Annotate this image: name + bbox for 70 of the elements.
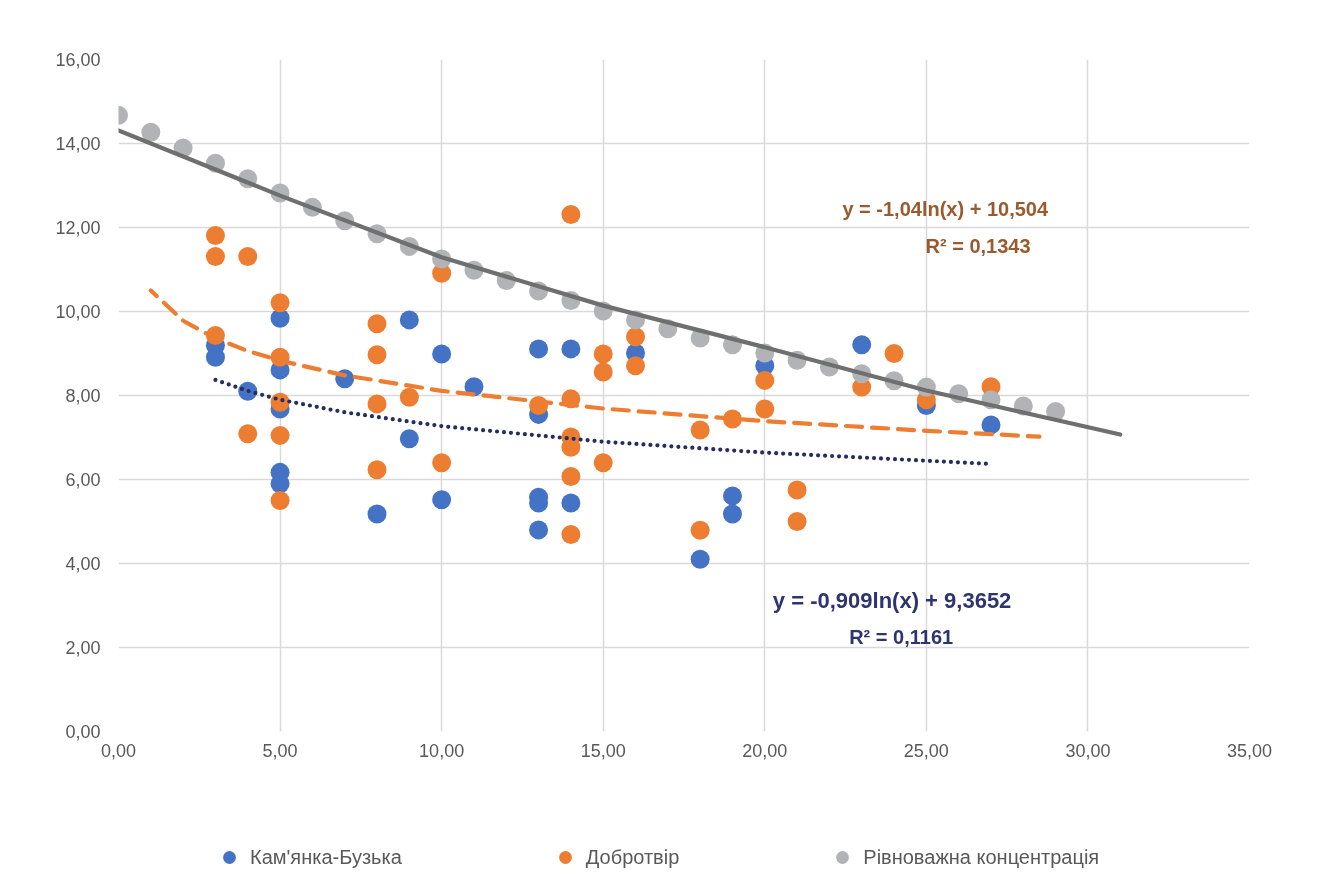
point bbox=[205, 247, 225, 266]
point bbox=[561, 339, 581, 359]
y-tick-label: 0,00 bbox=[65, 722, 101, 742]
point bbox=[981, 415, 1001, 435]
point bbox=[593, 453, 613, 473]
annotation: R² = 0,1343 bbox=[925, 234, 1031, 257]
point bbox=[787, 480, 807, 500]
y-tick-label: 8,00 bbox=[65, 386, 101, 406]
point bbox=[561, 467, 581, 487]
y-tick-label: 12,00 bbox=[55, 218, 101, 238]
x-tick-label: 10,00 bbox=[419, 740, 465, 761]
point bbox=[270, 425, 290, 445]
y-tick-label: 16,00 bbox=[55, 50, 101, 70]
x-tick-label: 25,00 bbox=[903, 740, 949, 761]
point bbox=[205, 226, 225, 245]
y-tick-label: 6,00 bbox=[65, 470, 101, 490]
y-tick-label: 14,00 bbox=[55, 134, 101, 154]
point bbox=[626, 356, 646, 376]
point bbox=[367, 394, 387, 414]
point bbox=[529, 339, 549, 359]
point bbox=[367, 345, 387, 365]
point bbox=[561, 205, 581, 224]
point bbox=[593, 344, 613, 364]
point bbox=[787, 512, 807, 531]
point bbox=[432, 453, 452, 473]
point bbox=[238, 247, 258, 266]
point bbox=[884, 344, 904, 363]
point bbox=[755, 370, 775, 390]
annotation: y = -0,909ln(x) + 9,3652 bbox=[772, 587, 1012, 613]
legend-label: Кам'янка-Бузька bbox=[250, 845, 402, 869]
point bbox=[690, 520, 710, 540]
point bbox=[755, 399, 775, 419]
point bbox=[141, 122, 161, 142]
point bbox=[722, 486, 742, 506]
point bbox=[270, 293, 290, 313]
point bbox=[367, 504, 387, 524]
x-tick-label: 35,00 bbox=[1226, 740, 1273, 761]
point bbox=[432, 344, 452, 364]
line-series bbox=[118, 128, 1123, 437]
y-tick-label: 10,00 bbox=[55, 302, 101, 322]
point bbox=[690, 549, 710, 569]
point bbox=[852, 335, 872, 355]
legend-label: Рівноважна концентрація bbox=[863, 845, 1100, 869]
y-tick-label: 2,00 bbox=[65, 638, 101, 658]
point bbox=[722, 504, 742, 524]
point bbox=[238, 424, 258, 444]
point bbox=[529, 520, 549, 540]
annotation: y = -1,04ln(x) + 10,504 bbox=[842, 197, 1049, 220]
annotation: R² = 0,1161 bbox=[849, 625, 954, 648]
x-tick-label: 20,00 bbox=[742, 740, 788, 761]
point bbox=[593, 362, 613, 382]
point bbox=[367, 460, 387, 480]
x-tick-label: 30,00 bbox=[1065, 740, 1111, 761]
x-tick-label: 15,00 bbox=[580, 740, 626, 761]
point bbox=[432, 490, 452, 510]
x-tick-label: 5,00 bbox=[262, 740, 298, 761]
legend-label: Добротвір bbox=[585, 845, 680, 869]
point bbox=[561, 493, 581, 513]
point bbox=[399, 310, 419, 330]
point bbox=[399, 429, 419, 449]
point bbox=[626, 327, 646, 347]
x-tick-label: 0,00 bbox=[100, 740, 137, 761]
point bbox=[690, 420, 710, 440]
point bbox=[399, 387, 419, 407]
point bbox=[270, 491, 290, 510]
point bbox=[367, 314, 387, 334]
point bbox=[561, 525, 581, 544]
line-series bbox=[148, 288, 1042, 439]
point bbox=[270, 474, 290, 494]
y-tick-label: 4,00 bbox=[65, 554, 101, 574]
